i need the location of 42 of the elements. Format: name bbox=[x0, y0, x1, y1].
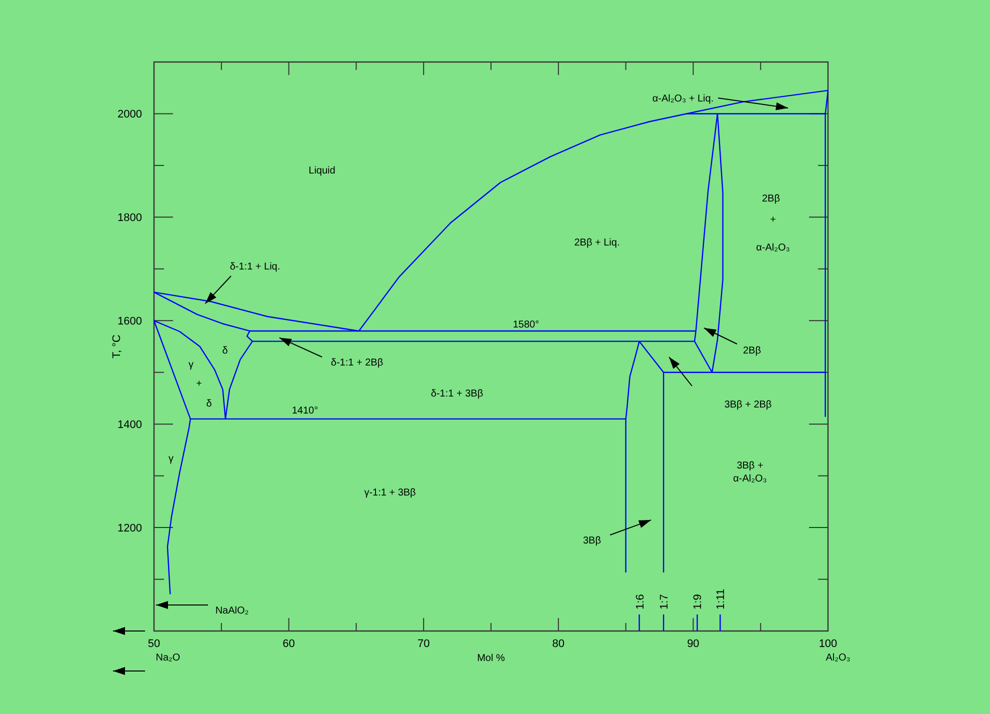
annotation: 2Bβ + Liq. bbox=[574, 238, 620, 248]
y-tick-label: 1400 bbox=[118, 418, 142, 431]
annotation: δ-1:1 + 2Bβ bbox=[330, 358, 384, 368]
annotation: γ bbox=[188, 360, 194, 370]
y-tick-label: 1600 bbox=[118, 315, 142, 328]
annotation: α-Al₂O₃ bbox=[756, 242, 790, 254]
x-axis-title: Mol % bbox=[477, 653, 505, 664]
y-tick-label: 2000 bbox=[118, 108, 142, 121]
annotation: + bbox=[196, 378, 202, 390]
text: Al₂O₃ bbox=[826, 652, 850, 664]
annotation: δ bbox=[206, 398, 212, 410]
x-tick-label: 50 bbox=[148, 638, 160, 650]
text: 1:9 bbox=[692, 594, 704, 610]
annotation: γ-1:1 + 3Bβ bbox=[364, 488, 416, 498]
x-tick-label: 80 bbox=[552, 638, 565, 650]
annotation: α-Al₂O₃ + Liq. bbox=[652, 94, 714, 104]
annotation: α-Al₂O₃ bbox=[733, 474, 767, 484]
annotation: 3Bβ + 2Bβ bbox=[724, 400, 772, 410]
annotation: 1410° bbox=[292, 406, 318, 416]
y-tick-label: 1200 bbox=[118, 522, 142, 534]
text: 1:6 bbox=[634, 594, 646, 610]
annotation: NaAlO₂ bbox=[215, 606, 249, 616]
text: 1:11 bbox=[715, 588, 728, 610]
annotation: 2Bβ bbox=[762, 194, 780, 204]
x-tick-label: 90 bbox=[687, 638, 700, 650]
x-tick-label: 60 bbox=[282, 638, 295, 650]
annotation: Liquid bbox=[308, 166, 336, 176]
x-tick-label: 70 bbox=[417, 638, 430, 650]
annotation: δ bbox=[222, 346, 228, 356]
annotation: δ-1:1 + Liq. bbox=[230, 262, 280, 272]
text: 1:7 bbox=[658, 594, 671, 610]
annotation: γ bbox=[168, 454, 174, 464]
y-tick-label: 1800 bbox=[118, 212, 142, 224]
annotation: 2Bβ bbox=[743, 346, 762, 356]
annotation: 3Bβ bbox=[583, 536, 602, 546]
y-axis-title: T, °C bbox=[111, 334, 123, 358]
annotation: 3Bβ + bbox=[736, 460, 764, 472]
annotation: 1580° bbox=[512, 320, 540, 330]
x-tick-label: 100 bbox=[818, 638, 838, 650]
annotation: + bbox=[770, 214, 776, 226]
text: Na₂O bbox=[156, 652, 180, 664]
annotation: δ-1:1 + 3Bβ bbox=[430, 388, 484, 400]
